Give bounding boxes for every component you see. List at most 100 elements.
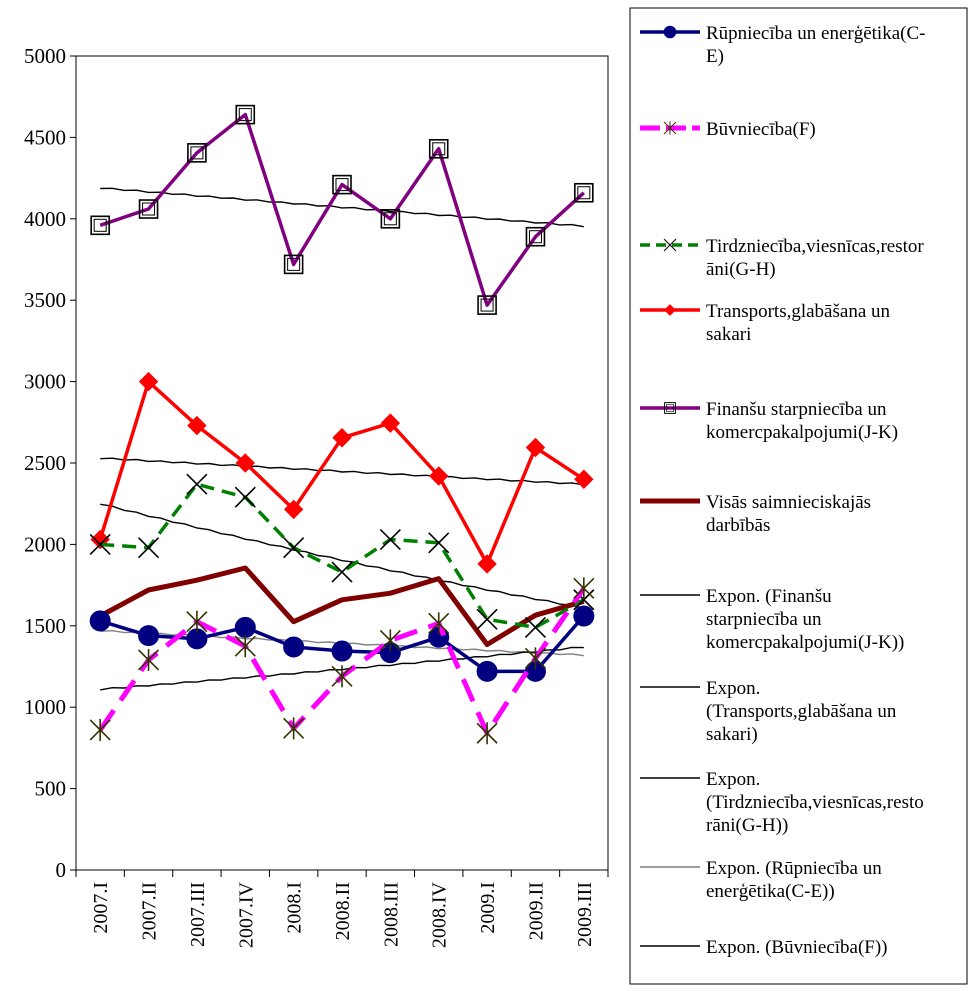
legend-label: komercpakalpojumi(J-K))	[706, 632, 904, 653]
y-tick-label: 3000	[24, 370, 66, 394]
y-tick-label: 500	[35, 777, 67, 801]
legend-label: āni(G-H)	[706, 259, 776, 280]
series-2-point-2	[137, 648, 160, 671]
x-axis: 2007.I 2007.II 2007.III 2007.IV 2008.I 2008.I…	[75, 870, 609, 948]
legend-label: Expon.	[706, 678, 760, 699]
series-2-point-6	[331, 665, 353, 688]
series-2-point-11	[573, 577, 595, 600]
x-tick-label: 2007.I	[90, 882, 112, 934]
x-tick-label: 2009.I	[477, 882, 499, 934]
series-5-point-3-inner	[190, 146, 204, 160]
legend-marker-shape-5	[664, 402, 676, 414]
legend-label: sakari	[706, 324, 751, 345]
series-5-point-2-inner	[142, 202, 156, 216]
series-3-point-5	[283, 537, 305, 559]
series-5	[90, 104, 594, 315]
legend-label: Rūpniecība un enerģētika(C-	[706, 23, 925, 44]
series-4-point-10	[525, 437, 546, 458]
x-tick-label: 2009.III	[574, 882, 596, 947]
x-tick-label: 2008.I	[284, 882, 306, 934]
series-3-point-3	[186, 473, 208, 495]
legend-item-2: Būvniecība(F)	[640, 119, 816, 140]
series-1-point-1	[89, 610, 111, 632]
legend-marker-shape-3	[663, 238, 677, 252]
x-tick-label: 2008.III	[380, 882, 402, 947]
series-5-point-5	[283, 254, 304, 275]
series-1-point-9	[476, 660, 498, 682]
series-5-point-3	[187, 143, 207, 163]
series-2-point-3	[186, 610, 208, 633]
legend-label: Expon. (Rūpniecība un	[706, 858, 882, 879]
series-5-point-5-inner	[287, 257, 301, 271]
series-4	[90, 371, 594, 574]
series-4-point-3	[187, 415, 207, 436]
series-6	[99, 565, 585, 647]
legend-label: Finanšu starpniecība un	[706, 399, 887, 420]
series-5-point-2	[138, 199, 159, 219]
legend-label: Visās saimnieciskajās	[706, 492, 871, 513]
legend-label: (Tirdzniecība,viesnīcas,resto	[706, 792, 924, 813]
series-5-point-7-inner	[383, 212, 397, 226]
series-1-point-4	[234, 616, 256, 638]
x-tick-label: 2007.II	[139, 882, 161, 940]
legend-label: Expon. (Būvniecība(F))	[706, 937, 888, 958]
series-2-point-8	[428, 612, 450, 635]
legend-item-5: Finanšu starpniecība unkomercpakalpojumi…	[640, 399, 898, 443]
series-3-point-10	[524, 616, 547, 638]
series-3	[89, 473, 595, 638]
legend-marker-shape-4	[664, 304, 676, 316]
series-1-point-2	[138, 625, 160, 647]
series-3-point-11	[573, 589, 595, 611]
legend-item-1: Rūpniecība un enerģētika(C-E)	[640, 23, 925, 67]
series-1-point-5	[283, 636, 305, 658]
series-2-point-10	[524, 647, 547, 670]
series-5-point-11-inner	[577, 186, 591, 200]
legend-label: starpniecība un	[706, 609, 822, 630]
legend-label: darbībās	[706, 515, 770, 536]
series-5-point-1	[90, 215, 110, 236]
series-5-point-10-inner	[528, 230, 542, 244]
x-tick-label: 2008.II	[332, 882, 354, 940]
legend-marker-5	[664, 402, 676, 414]
trendline-3	[100, 503, 584, 610]
legend-label: (Transports,glabāšana un	[706, 701, 897, 722]
legend-label: enerģētika(C-E))	[706, 881, 835, 902]
series-3-point-7	[379, 528, 401, 551]
legend-item-9: Expon.(Tirdzniecība,viesnīcas,restorāni(…	[640, 769, 924, 836]
series-3-point-8	[428, 532, 450, 554]
series-4-point-8	[429, 466, 449, 486]
legend-label: Būvniecība(F)	[706, 119, 816, 140]
series-4-point-11	[574, 469, 594, 489]
y-tick-label: 5000	[24, 44, 66, 68]
series-1-point-6	[331, 640, 353, 662]
series-5-point-10	[525, 226, 546, 247]
series-5-point-8	[428, 138, 449, 159]
legend-marker-shape-2	[663, 121, 677, 135]
series-3-point-1	[89, 533, 111, 555]
legend-label: rāni(G-H))	[706, 815, 788, 836]
series-4-point-5	[283, 499, 304, 520]
series-5-point-7	[380, 209, 401, 229]
series-5-point-4	[235, 104, 256, 125]
y-axis: 0 500 1000 1500 2000 2500 3000 3500 4000 4500 5000	[24, 44, 76, 882]
series-5-point-11	[574, 182, 594, 203]
y-tick-label: 1500	[24, 614, 66, 638]
series-5-point-6	[332, 174, 352, 195]
legend-marker-4	[664, 304, 676, 316]
y-tick-label: 0	[56, 858, 67, 882]
legend-label: E)	[706, 46, 724, 67]
legend-box	[629, 7, 968, 985]
y-tick-label: 4000	[24, 207, 66, 231]
series-5-point-6-inner	[335, 178, 349, 192]
series-2-point-1	[89, 718, 111, 741]
y-tick-label: 2500	[24, 451, 66, 475]
series-2-point-5	[283, 717, 305, 740]
legend-label: Transports,glabāšana un	[706, 301, 890, 322]
